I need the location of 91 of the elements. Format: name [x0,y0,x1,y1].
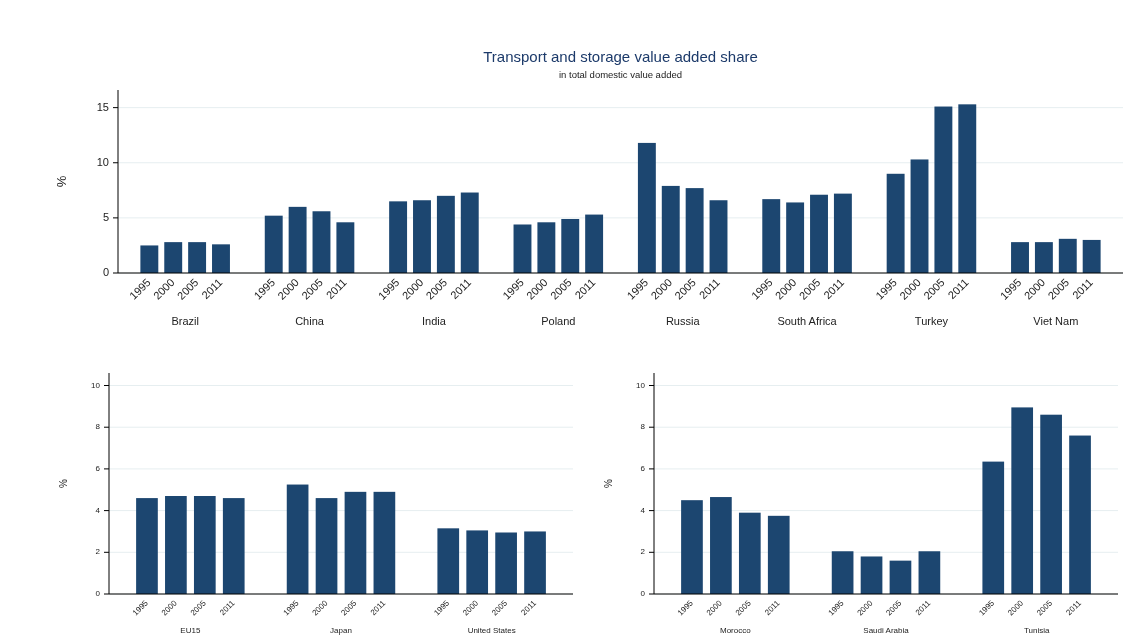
y-tick-label: 2 [95,547,101,557]
y-tick-label: 0 [640,589,646,599]
bar [436,195,455,273]
bar [831,551,854,594]
y-tick-label: 0 [95,589,101,599]
x-tick-label: Japan [330,626,352,635]
chart-title: Transport and storage value added share [483,48,758,65]
x-tick-label: Morocco [720,626,752,635]
y-tick-label: 6 [640,464,646,474]
bar [373,491,396,594]
bar [709,200,728,273]
bar [786,202,805,273]
bar [315,498,338,594]
y-axis-title: % [58,478,69,488]
bar [524,531,546,594]
y-axis-title: % [54,175,69,188]
bar [136,498,158,594]
y-tick-label: 6 [95,464,101,474]
x-tick-label: Brazil [171,315,199,327]
x-tick-label: Turkey [914,315,949,327]
bar [958,104,977,273]
bar [188,242,207,273]
bar [918,551,941,594]
bar [982,461,1005,594]
bar [910,159,929,273]
bar [286,484,309,594]
bar [140,245,159,273]
bar [860,556,883,594]
bar [681,500,703,594]
bar [833,193,852,273]
bar [1034,242,1053,273]
bar [495,532,517,594]
bar [288,206,307,273]
bar [222,498,245,594]
bar [810,194,828,273]
bar [193,496,216,594]
y-tick-label: 5 [102,210,109,223]
bar [889,560,912,594]
bar [336,222,355,273]
y-tick-label: 15 [96,100,109,113]
x-tick-label: China [295,315,325,327]
bar [661,185,680,273]
x-tick-label: Saudi Arabia [863,626,910,635]
bar [637,142,656,273]
bar [1011,407,1034,594]
y-tick-label: 4 [640,505,646,515]
bar [886,173,905,273]
bar [762,199,781,273]
y-axis-title: % [603,478,614,488]
bar [413,200,431,273]
x-tick-label: India [422,315,447,327]
x-tick-label: EU15 [180,626,201,635]
x-tick-label: Poland [541,315,576,327]
bar [685,188,704,273]
bar [460,192,479,273]
bar [585,214,604,273]
bar [934,106,953,273]
bar [389,201,408,273]
bar [344,491,367,594]
bar [165,496,187,594]
bar [212,244,230,273]
bar [264,215,283,273]
y-tick-label: 10 [636,380,646,390]
y-tick-label: 8 [640,422,646,432]
bar [1058,238,1077,273]
bar [437,528,460,594]
bar [1069,435,1091,594]
x-tick-label: South Africa [777,315,838,327]
bar [513,224,532,273]
x-tick-label: Russia [665,315,701,327]
bar [466,530,489,594]
x-tick-label: Viet Nam [1033,315,1079,327]
y-tick-label: 0 [102,265,109,278]
x-tick-label: United States [467,626,516,635]
bar [561,218,580,273]
x-tick-label: Tunisia [1023,626,1050,635]
y-tick-label: 10 [91,380,101,390]
bar [710,497,732,594]
chart-subtitle: in total domestic value added [558,69,683,80]
bar [164,242,183,273]
bar [738,512,761,594]
y-tick-label: 8 [95,422,101,432]
y-tick-label: 2 [640,547,646,557]
bar [312,211,331,273]
bar [1040,414,1062,594]
bar [1011,242,1029,273]
bar [1082,239,1101,273]
y-tick-label: 10 [96,155,109,168]
bar [767,515,790,594]
y-tick-label: 4 [95,505,101,515]
bar [537,222,556,273]
